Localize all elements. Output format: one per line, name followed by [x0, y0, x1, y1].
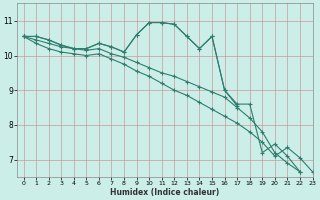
X-axis label: Humidex (Indice chaleur): Humidex (Indice chaleur)	[110, 188, 220, 197]
